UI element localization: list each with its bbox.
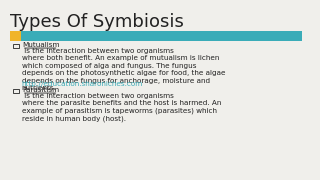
FancyBboxPatch shape xyxy=(21,31,302,40)
Text: Types Of Symbiosis: Types Of Symbiosis xyxy=(10,13,183,31)
Text: is the interaction between two organisms
where the parasite benefits and the hos: is the interaction between two organisms… xyxy=(22,93,221,122)
Text: Parasitism: Parasitism xyxy=(22,87,59,93)
Text: http://education.sharoniches.com: http://education.sharoniches.com xyxy=(22,81,143,87)
Text: Mutualism: Mutualism xyxy=(22,42,59,48)
FancyBboxPatch shape xyxy=(10,31,21,40)
Text: is the interaction between two organisms
where both benefit. An example of mutua: is the interaction between two organisms… xyxy=(22,48,225,91)
